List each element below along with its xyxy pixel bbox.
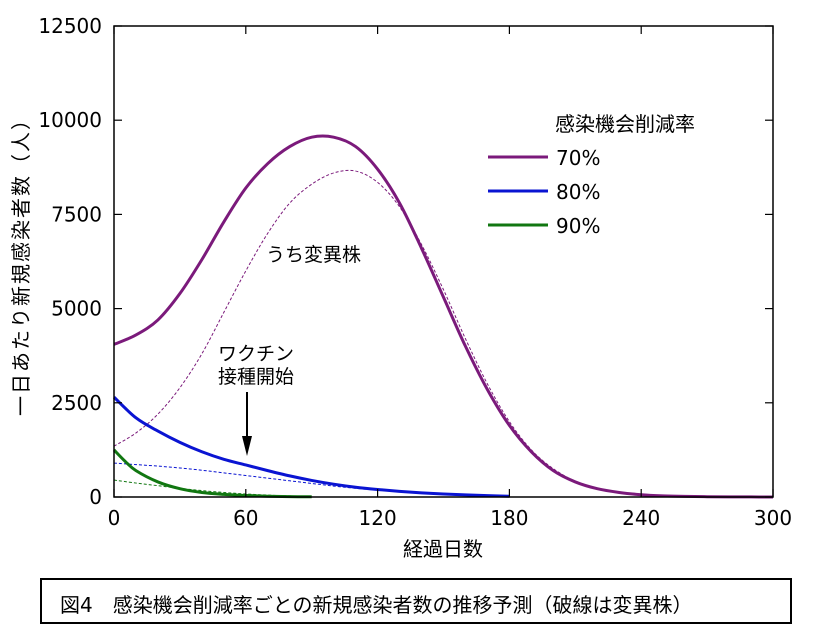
- legend-label-90: 90%: [556, 214, 600, 238]
- x-tick-label: 0: [108, 506, 121, 530]
- legend-label-80: 80%: [556, 180, 600, 204]
- vaccine-start-arrow: [242, 392, 252, 456]
- x-tick-label: 120: [359, 506, 397, 530]
- figure-caption-box: 図4 感染機会削減率ごとの新規感染者数の推移予測（破線は変異株）: [40, 578, 792, 624]
- y-axis-label: 一日あたり新規感染者数（人）: [9, 108, 33, 416]
- series-line-70-solid: [113, 134, 774, 499]
- legend-label-70: 70%: [556, 146, 600, 170]
- x-tick-label: 240: [622, 506, 660, 530]
- tick-layer: 0 60 120 180 240 300 0 2500 5000 7500 10000 12500: [38, 14, 792, 530]
- y-tick-label: 10000: [38, 108, 102, 132]
- y-tick-label: 0: [89, 485, 102, 509]
- vaccine-annotation-line1: ワクチン: [218, 343, 294, 365]
- y-tick-label: 7500: [51, 202, 102, 226]
- series-line-90-dashed: [113, 479, 312, 497]
- series-line-70-dashed: [113, 169, 774, 498]
- series-line-80-dashed: [113, 462, 510, 497]
- variant-annotation: うち変異株: [266, 244, 361, 266]
- y-tick-label: 12500: [38, 14, 102, 38]
- y-tick-label: 2500: [51, 391, 102, 415]
- figure-caption: 図4 感染機会削減率ごとの新規感染者数の推移予測（破線は変異株）: [60, 593, 693, 617]
- series-layer: [112, 134, 774, 499]
- y-tick-label: 5000: [51, 297, 102, 321]
- x-tick-label: 180: [490, 506, 528, 530]
- chart: 0 60 120 180 240 300 0 2500 5000 7500 10000 12500 一…: [9, 14, 792, 561]
- plot-frame: [113, 25, 774, 498]
- series-line-80-solid: [112, 396, 510, 498]
- legend-title: 感染機会削減率: [555, 112, 695, 136]
- x-tick-label: 60: [233, 506, 258, 530]
- x-axis-label: 経過日数: [403, 537, 483, 561]
- vaccine-annotation-line2: 接種開始: [218, 366, 294, 388]
- x-tick-label: 300: [754, 506, 792, 530]
